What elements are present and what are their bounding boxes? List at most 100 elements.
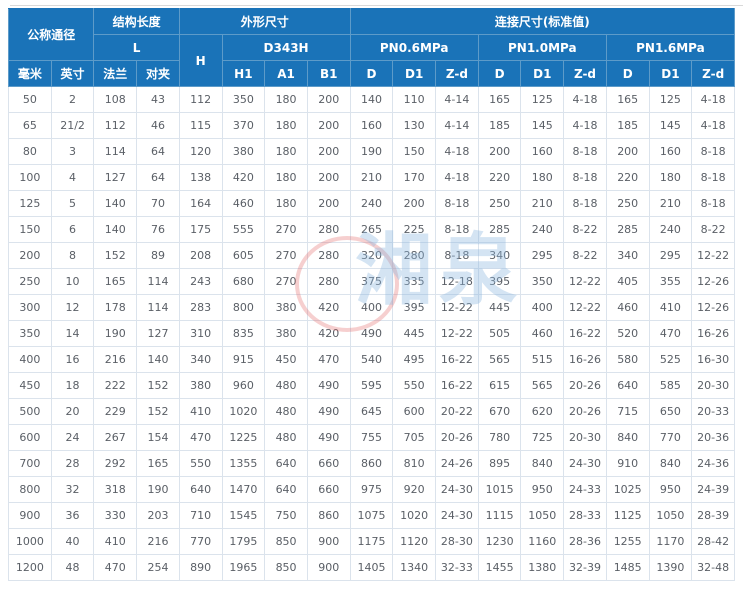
cell: 240	[349, 190, 394, 217]
cell: 770	[648, 424, 693, 451]
cell: 48	[50, 554, 95, 581]
cell: 975	[349, 476, 394, 503]
cell: 180	[264, 138, 308, 165]
cell: 1115	[477, 502, 522, 529]
cell: 16	[50, 346, 95, 373]
table-row: 100 4 127 64 138 420 180 200 210 170 4-18 220 180 8-1…	[8, 164, 735, 191]
cell: 200	[306, 138, 351, 165]
cell: 140	[136, 346, 180, 373]
cell: 127	[136, 320, 180, 347]
cell: 680	[221, 268, 266, 295]
cell: 585	[648, 372, 693, 399]
cell: 1125	[605, 502, 650, 529]
cell: 280	[392, 242, 437, 269]
cell: 108	[93, 86, 138, 113]
cell: 515	[520, 346, 565, 373]
cell: 1545	[221, 502, 266, 529]
cell: 470	[648, 320, 693, 347]
cell: 190	[349, 138, 394, 165]
cell: 16-22	[435, 372, 479, 399]
header-h1: H1	[221, 60, 266, 87]
cell: 1015	[477, 476, 522, 503]
cell: 410	[648, 294, 693, 321]
cell: 12-22	[563, 268, 607, 295]
cell: 216	[136, 528, 180, 555]
cell: 114	[93, 138, 138, 165]
cell: 1485	[605, 554, 650, 581]
cell: 24-33	[563, 476, 607, 503]
cell: 420	[306, 294, 351, 321]
header-pn06: PN0.6MPa	[349, 34, 479, 61]
cell: 180	[264, 86, 308, 113]
cell: 380	[178, 372, 223, 399]
cell: 16-30	[691, 346, 735, 373]
header-pn10: PN1.0MPa	[477, 34, 607, 61]
cell: 165	[93, 268, 138, 295]
cell: 4-18	[435, 164, 479, 191]
cell: 480	[264, 372, 308, 399]
cell: 150	[392, 138, 437, 165]
cell: 1455	[477, 554, 522, 581]
cell: 370	[221, 112, 266, 139]
cell: 380	[221, 138, 266, 165]
cell: 210	[648, 190, 693, 217]
cell: 285	[477, 216, 522, 243]
cell: 28-39	[691, 502, 735, 529]
table-body: 50 2 108 43 112 350 180 200 140 110 4-14 165 125 4-18…	[8, 86, 735, 581]
cell: 160	[520, 138, 565, 165]
cell: 395	[392, 294, 437, 321]
cell: 115	[178, 112, 223, 139]
cell: 270	[264, 268, 308, 295]
cell: 780	[477, 424, 522, 451]
table-row: 125 5 140 70 164 460 180 200 240 200 8-18 250 210 8-1…	[8, 190, 735, 217]
cell: 125	[520, 86, 565, 113]
header-pn06-zd: Z-d	[435, 60, 479, 87]
cell: 40	[50, 528, 95, 555]
cell: 350	[221, 86, 266, 113]
cell: 250	[8, 268, 52, 295]
cell: 12-26	[691, 268, 735, 295]
cell: 120	[178, 138, 223, 165]
header-inch: 英寸	[50, 60, 95, 87]
cell: 4-18	[691, 86, 735, 113]
cell: 920	[392, 476, 437, 503]
cell: 18	[50, 372, 95, 399]
cell: 525	[648, 346, 693, 373]
cell: 154	[136, 424, 180, 451]
cell: 20	[50, 398, 95, 425]
cell: 600	[8, 424, 52, 451]
cell: 12	[50, 294, 95, 321]
table-row: 500 20 229 152 410 1020 480 490 645 600 20-22 670 62…	[8, 398, 735, 425]
header-structure-length: 结构长度	[93, 8, 180, 35]
cell: 175	[178, 216, 223, 243]
cell: 540	[349, 346, 394, 373]
header-flange: 法兰	[93, 60, 138, 87]
cell: 1000	[8, 528, 52, 555]
cell: 4-14	[435, 86, 479, 113]
table-row: 400 16 216 140 340 915 450 470 540 495 16-22 565 515…	[8, 346, 735, 373]
cell: 80	[8, 138, 52, 165]
header-a1: A1	[264, 60, 308, 87]
cell: 380	[264, 294, 308, 321]
cell: 8-18	[691, 190, 735, 217]
cell: 243	[178, 268, 223, 295]
cell: 550	[178, 450, 223, 477]
cell: 20-36	[691, 424, 735, 451]
cell: 16-26	[563, 346, 607, 373]
cell: 200	[306, 164, 351, 191]
table-header: 公称通径 结构长度 外形尺寸 连接尺寸(标准值) L H D343H PN0.6…	[7, 8, 736, 87]
cell: 240	[648, 216, 693, 243]
cell: 12-22	[563, 294, 607, 321]
cell: 265	[349, 216, 394, 243]
cell: 8-18	[691, 164, 735, 191]
cell: 1405	[349, 554, 394, 581]
header-row-3: 毫米 英寸 法兰 对夹 H1 A1 B1 D D1 Z-d D D1 Z-d D…	[8, 60, 735, 87]
header-pn10-d1: D1	[520, 60, 565, 87]
cell: 28-30	[435, 528, 479, 555]
cell: 4	[50, 164, 95, 191]
cell: 480	[264, 424, 308, 451]
header-pn16-d: D	[605, 60, 650, 87]
cell: 165	[136, 450, 180, 477]
cell: 200	[605, 138, 650, 165]
cell: 490	[306, 424, 351, 451]
